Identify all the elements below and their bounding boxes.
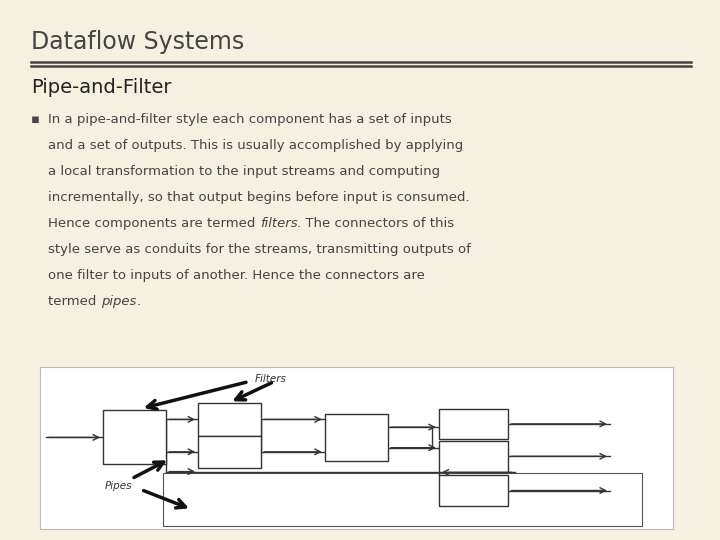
- Text: Dataflow Systems: Dataflow Systems: [31, 30, 244, 53]
- Text: ▪: ▪: [31, 113, 40, 126]
- Bar: [438, 409, 508, 439]
- Text: In a pipe-and-filter style each component has a set of inputs: In a pipe-and-filter style each componen…: [48, 113, 452, 126]
- Bar: [325, 414, 388, 461]
- Text: style serve as conduits for the streams, transmitting outputs of: style serve as conduits for the streams,…: [48, 243, 471, 256]
- Text: incrementally, so that output begins before input is consumed.: incrementally, so that output begins bef…: [48, 191, 470, 204]
- Bar: [198, 436, 261, 468]
- Bar: [198, 403, 261, 436]
- Text: termed: termed: [48, 295, 101, 308]
- Text: Filters: Filters: [255, 374, 287, 384]
- Text: one filter to inputs of another. Hence the connectors are: one filter to inputs of another. Hence t…: [48, 269, 425, 282]
- Text: filters: filters: [260, 217, 297, 230]
- Text: pipes: pipes: [101, 295, 136, 308]
- Bar: [103, 410, 166, 464]
- Bar: [438, 475, 508, 506]
- Text: . The connectors of this: . The connectors of this: [297, 217, 454, 230]
- Text: a local transformation to the input streams and computing: a local transformation to the input stre…: [48, 165, 441, 178]
- Text: Hence components are termed: Hence components are termed: [48, 217, 260, 230]
- Bar: [163, 474, 642, 525]
- Text: and a set of outputs. This is usually accomplished by applying: and a set of outputs. This is usually ac…: [48, 139, 464, 152]
- Text: Pipe-and-Filter: Pipe-and-Filter: [31, 78, 171, 97]
- Text: Pipes: Pipes: [105, 481, 132, 491]
- Text: .: .: [136, 295, 140, 308]
- Bar: [438, 441, 508, 471]
